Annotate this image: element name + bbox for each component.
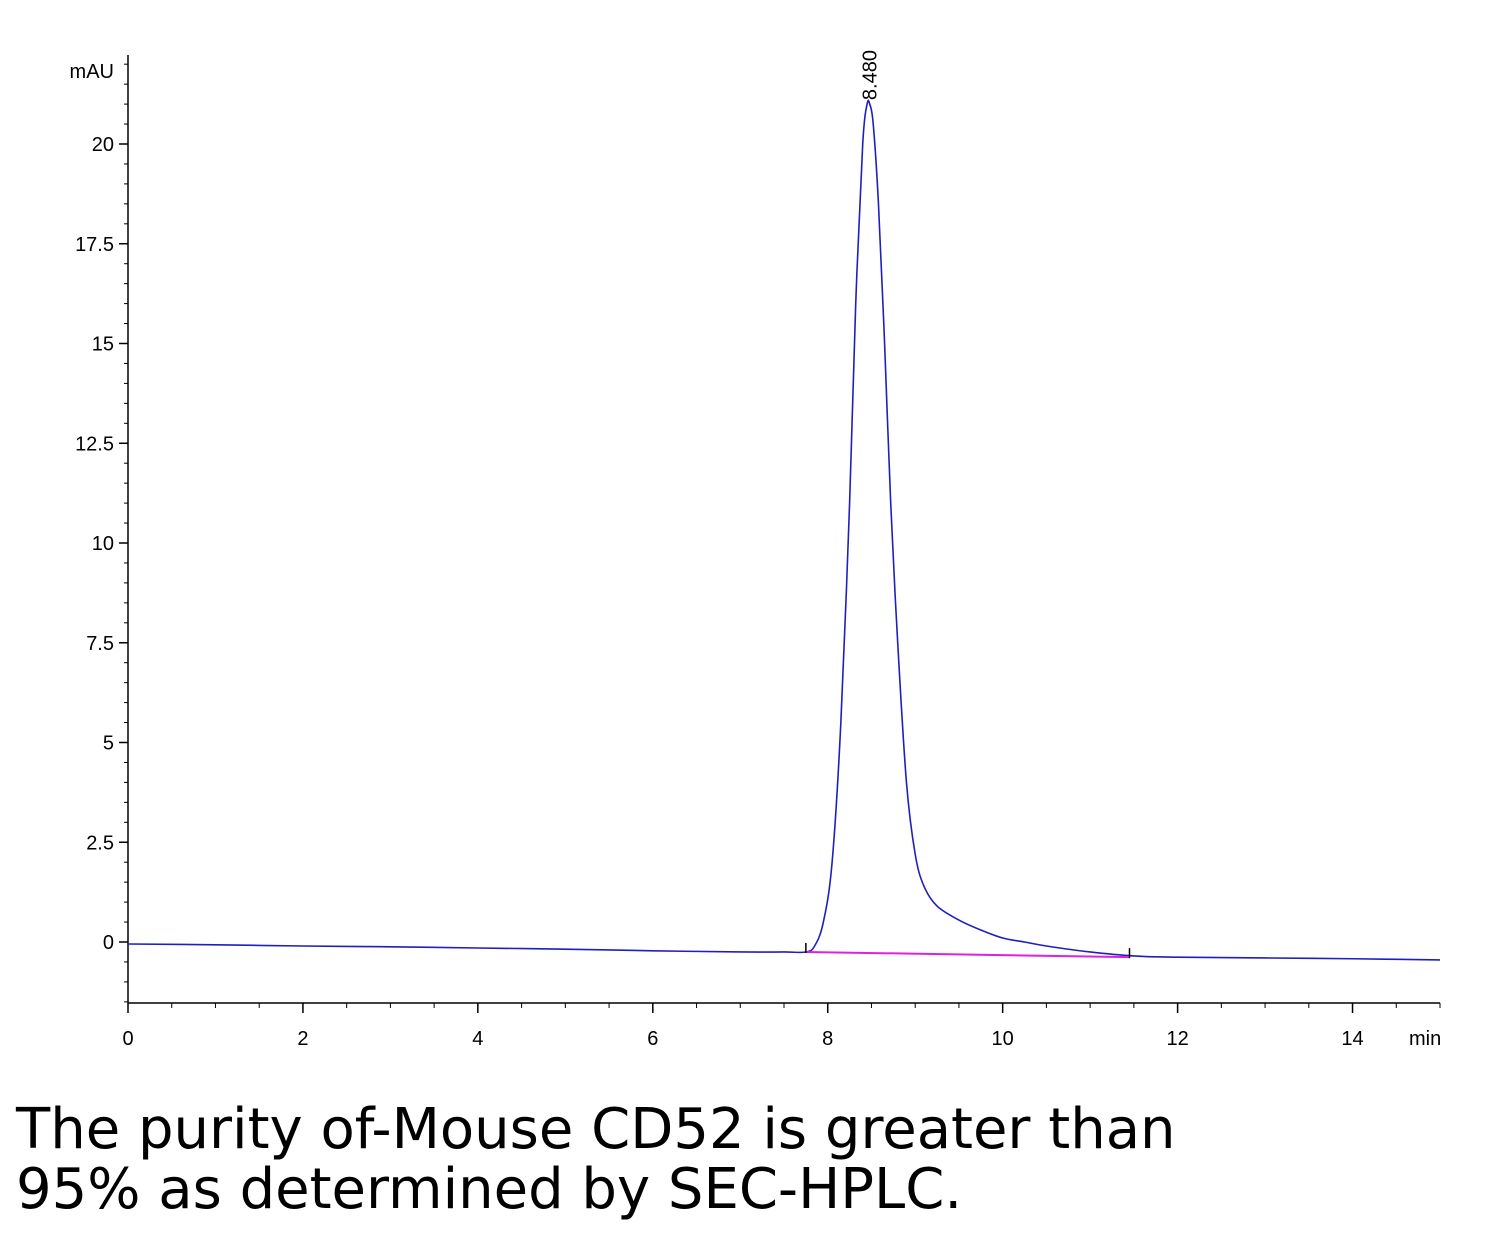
x-tick-label: 0 <box>122 1028 133 1050</box>
x-tick-label: 10 <box>992 1028 1014 1050</box>
y-tick-label: 10 <box>92 533 114 555</box>
x-tick-label: 8 <box>822 1028 833 1050</box>
y-tick-label: 7.5 <box>86 633 114 655</box>
series-lines <box>127 99 1441 961</box>
y-axis-unit: mAU <box>70 61 114 83</box>
x-tick-label: 14 <box>1341 1028 1363 1050</box>
y-tick-label: 5 <box>103 733 114 755</box>
integration-markers <box>805 942 1131 959</box>
caption-line-1: The purity of-Mouse CD52 is greater than <box>16 1097 1176 1162</box>
x-ticks: 0 2 4 6 8 10 12 14 <box>122 1003 1364 1050</box>
x-tick-label: 2 <box>297 1028 308 1050</box>
caption-line-2: 95% as determined by SEC-HPLC. <box>16 1157 963 1222</box>
y-tick-label: 0 <box>103 932 114 954</box>
signal-trace <box>127 99 1441 961</box>
y-tick-label: 20 <box>92 134 114 156</box>
x-tick-label: 6 <box>647 1028 658 1050</box>
caption: The purity of-Mouse CD52 is greater than… <box>16 1100 1476 1220</box>
y-tick-label: 15 <box>92 334 114 356</box>
y-tick-label: 17.5 <box>75 234 114 256</box>
chromatogram-chart: 0 2.5 5 7.5 10 12.5 15 17.5 20 0 2 4 6 8 10 12 14 8.480… <box>70 50 1442 1050</box>
peak-retention-label: 8.480 <box>860 50 882 100</box>
y-ticks: 0 2.5 5 7.5 10 12.5 15 17.5 20 <box>75 134 128 954</box>
plot-area: 0 2.5 5 7.5 10 12.5 15 17.5 20 0 2 4 6 8 10 12 14 8.480… <box>70 50 1442 1050</box>
x-tick-label: 12 <box>1166 1028 1188 1050</box>
x-axis-unit: min <box>1409 1028 1441 1050</box>
annotations: 8.480 <box>860 50 882 100</box>
baseline-trace <box>805 950 1130 959</box>
x-tick-label: 4 <box>472 1028 483 1050</box>
y-tick-label: 12.5 <box>75 433 114 455</box>
y-tick-label: 2.5 <box>86 832 114 854</box>
